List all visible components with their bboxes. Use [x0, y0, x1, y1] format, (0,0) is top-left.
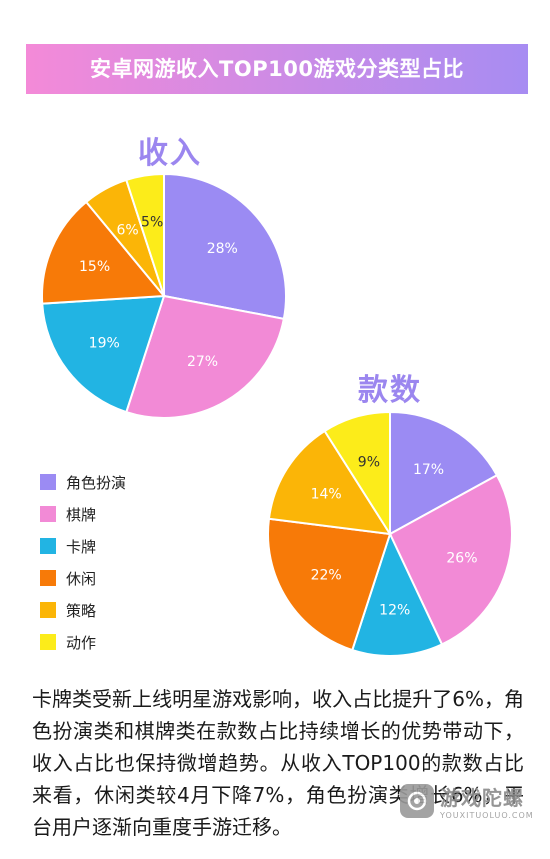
count-slice-3	[351, 531, 444, 657]
count-slice-2	[388, 473, 513, 646]
revenue-slice-label-6: 5%	[141, 214, 163, 230]
legend-swatch	[40, 506, 56, 522]
chart-legend: 角色扮演棋牌卡牌休闲策略动作	[40, 466, 126, 658]
count-slice-4	[267, 517, 392, 652]
watermark-subtext: YOUXITUOLUO.COM	[440, 811, 534, 820]
legend-label: 卡牌	[66, 537, 97, 556]
legend-item: 动作	[40, 626, 126, 658]
legend-label: 策略	[66, 601, 97, 620]
title-banner-bg	[26, 44, 528, 94]
count-slice-label-5: 14%	[311, 486, 342, 502]
legend-label: 动作	[66, 633, 97, 652]
revenue-slice-label-3: 19%	[89, 335, 120, 351]
count-slice-6	[323, 410, 391, 538]
count-slice-label-4: 22%	[311, 568, 342, 584]
count-slice-label-1: 17%	[413, 462, 444, 478]
revenue-pie-chart: 28% 27% 19% 15% 6%5%	[41, 172, 287, 419]
count-slice-5	[267, 429, 392, 536]
revenue-slice-label-5: 6%	[116, 223, 138, 239]
count-slice-1	[389, 410, 499, 536]
revenue-slice-label-1: 28%	[207, 241, 238, 257]
legend-label: 角色扮演	[66, 473, 127, 492]
count-pie-chart: 17% 26% 12% 22% 14% 9%	[267, 410, 513, 657]
legend-label: 休闲	[66, 569, 97, 588]
legend-swatch	[40, 634, 56, 650]
watermark-text: 游戏陀螺	[440, 786, 524, 810]
count-slice-label-2: 26%	[446, 550, 477, 566]
watermark: 游戏陀螺 YOUXITUOLUO.COM	[400, 782, 534, 820]
legend-label: 棋牌	[66, 505, 97, 524]
revenue-slice-6	[125, 172, 165, 297]
revenue-slice-1	[163, 172, 287, 321]
revenue-slice-3	[41, 294, 166, 414]
legend-swatch	[40, 474, 56, 490]
description-paragraph: 卡牌类受新上线明星游戏影响，收入占比提升了6%，角色扮演类和棋牌类在款数占比持续…	[32, 687, 524, 839]
revenue-slice-label-2: 27%	[187, 354, 218, 370]
legend-swatch	[40, 602, 56, 618]
page-title: 安卓网游收入TOP100游戏分类型占比	[90, 57, 464, 81]
revenue-slice-4	[41, 200, 167, 305]
count-chart-title: 款数	[358, 373, 422, 408]
count-slice-label-6: 9%	[358, 454, 380, 470]
legend-item: 策略	[40, 594, 126, 626]
revenue-chart-title: 收入	[138, 136, 202, 171]
gyroscope-logo-icon	[400, 784, 434, 818]
legend-item: 棋牌	[40, 498, 126, 530]
title-banner	[26, 44, 528, 94]
revenue-slice-2	[125, 294, 286, 419]
legend-swatch	[40, 570, 56, 586]
revenue-slice-label-4: 15%	[79, 259, 110, 275]
legend-item: 卡牌	[40, 530, 126, 562]
legend-item: 角色扮演	[40, 466, 126, 498]
legend-item: 休闲	[40, 562, 126, 594]
count-slice-label-3: 12%	[379, 602, 410, 618]
legend-swatch	[40, 538, 56, 554]
